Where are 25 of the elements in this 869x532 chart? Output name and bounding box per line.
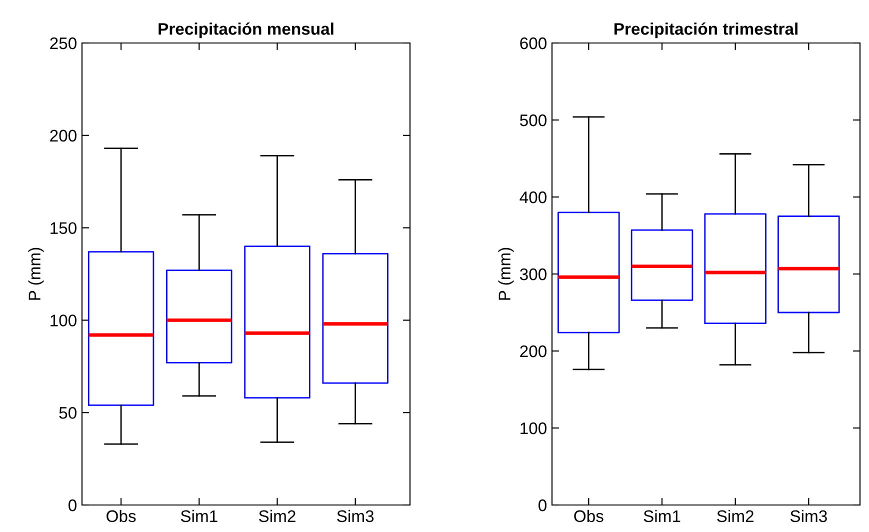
x-tick-label: Sim1 [644,510,680,522]
y-tick-label: 200 [520,345,546,358]
y-tick-label: 250 [50,37,76,50]
y-tick-label: 100 [50,314,76,326]
x-tick-label: Sim1 [180,510,218,522]
y-tick-label: 0 [538,499,546,512]
x-tick-label: Obs [574,510,604,522]
y-tick-label: 0 [68,499,76,512]
y-tick-label: 50 [59,407,76,419]
y-tick-label: 100 [520,422,546,434]
y-axis-title: P (mm) [28,248,44,300]
chart-title: Precipitación trimestral [614,22,798,38]
y-tick-label: 500 [520,114,546,126]
y-tick-label: 400 [520,191,546,204]
y-tick-label: 300 [520,268,546,280]
chart-title: Precipitación mensual [158,22,334,38]
y-axis-title: P (mm) [498,248,514,300]
y-tick-label: 150 [50,222,76,234]
x-tick-label: Sim2 [259,510,296,522]
x-tick-label: Sim3 [337,510,374,522]
x-tick-label: Sim3 [790,510,827,522]
x-tick-label: Sim2 [717,510,754,522]
y-tick-label: 200 [50,130,76,142]
y-tick-label: 600 [520,37,546,50]
x-tick-label: Obs [106,510,136,522]
